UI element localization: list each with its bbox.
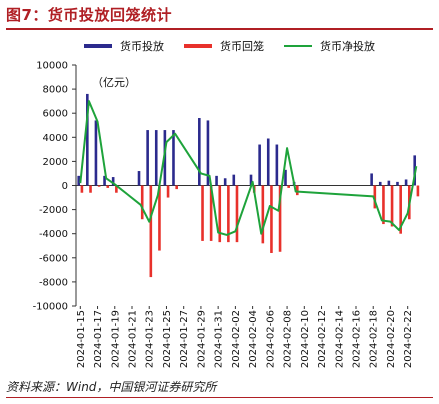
- bar-withdrawal: [416, 185, 420, 197]
- x-tick-label: 2024-01-27: [179, 310, 190, 368]
- bar-injection: [206, 120, 210, 186]
- bar-injection: [258, 144, 261, 186]
- y-tick-label: -6000: [39, 253, 68, 264]
- bar-withdrawal: [261, 185, 265, 244]
- y-tick-label: 6000: [43, 109, 68, 120]
- bar-withdrawal: [201, 185, 204, 241]
- bar-withdrawal: [373, 185, 377, 209]
- bar-withdrawal: [158, 185, 161, 251]
- y-tick-label: 2000: [43, 157, 68, 168]
- x-tick-label: 2024-02-04: [248, 310, 259, 368]
- y-tick-label: 10000: [36, 61, 68, 72]
- x-tick-label: 2024-02-18: [369, 310, 380, 368]
- bar-withdrawal: [278, 185, 282, 252]
- y-tick-label: 0: [62, 181, 68, 192]
- bar-withdrawal: [149, 185, 153, 278]
- x-tick-label: 2024-01-29: [196, 310, 207, 368]
- bar-withdrawal: [390, 185, 394, 227]
- x-tick-label: 2024-02-08: [283, 310, 294, 368]
- bar-injection: [172, 130, 175, 186]
- bar-withdrawal: [270, 185, 273, 253]
- bar-injection: [223, 178, 227, 186]
- bar-injection: [378, 181, 382, 186]
- bar-withdrawal: [175, 185, 178, 190]
- legend-swatch-withdrawal: [184, 44, 212, 48]
- bar-injection: [232, 174, 236, 186]
- bar-withdrawal: [382, 185, 385, 225]
- legend-swatch-injection: [84, 44, 112, 48]
- bar-withdrawal: [218, 185, 222, 243]
- legend-label-net: 货币净投放: [320, 40, 375, 53]
- x-tick-label: 2024-01-25: [162, 310, 173, 368]
- title-underline: [6, 28, 433, 30]
- bar-withdrawal: [166, 185, 170, 198]
- bar-injection: [266, 138, 270, 186]
- bar-injection: [103, 175, 106, 186]
- bar-withdrawal: [235, 185, 239, 243]
- x-tick-label: 2024-02-22: [403, 310, 414, 368]
- bar-withdrawal: [287, 185, 290, 188]
- bottom-rule: [6, 397, 433, 398]
- y-axis-unit-label: （亿元）: [92, 76, 136, 89]
- bar-withdrawal: [106, 185, 110, 188]
- x-tick-label: 2024-02-14: [334, 310, 345, 368]
- y-tick-label: -8000: [39, 277, 68, 288]
- y-tick-label: -2000: [39, 205, 68, 216]
- x-tick-label: 2024-02-12: [317, 310, 328, 368]
- bar-withdrawal: [209, 185, 213, 241]
- bar-injection: [198, 118, 201, 186]
- bar-injection: [249, 174, 253, 186]
- y-tick-label: 8000: [43, 85, 68, 96]
- x-tick-label: 2024-01-31: [214, 310, 225, 368]
- x-tick-label: 2024-01-23: [145, 310, 156, 368]
- bar-withdrawal: [89, 185, 92, 193]
- x-tick-label: 2024-02-16: [352, 310, 363, 368]
- bar-injection: [404, 179, 408, 186]
- bar-injection: [284, 169, 287, 186]
- x-tick-label: 2024-01-19: [110, 310, 121, 368]
- x-tick-label: 2024-01-17: [93, 310, 104, 368]
- bar-injection: [137, 171, 141, 186]
- bar-injection: [387, 180, 391, 186]
- bar-withdrawal: [97, 185, 101, 187]
- y-tick-label: -10000: [33, 302, 68, 313]
- line-net-injection: [79, 100, 418, 236]
- bar-injection: [77, 175, 81, 186]
- x-tick-label: 2024-02-10: [300, 310, 311, 368]
- bar-withdrawal: [115, 185, 118, 193]
- bar-injection: [146, 130, 149, 186]
- x-tick-label: 2024-02-02: [231, 310, 242, 368]
- legend-swatch-net: [284, 45, 312, 47]
- bar-injection: [154, 130, 158, 186]
- bar-withdrawal: [80, 185, 84, 193]
- x-tick-label: 2024-02-20: [386, 310, 397, 368]
- bar-withdrawal: [227, 185, 230, 243]
- legend-item-withdrawal: 货币回笼: [184, 38, 264, 54]
- x-tick-label: 2024-02-06: [265, 310, 276, 368]
- bar-injection: [94, 120, 98, 186]
- bar-injection: [215, 175, 218, 186]
- bar-injection: [396, 181, 399, 186]
- bar-injection: [275, 144, 279, 186]
- bar-injection: [111, 177, 115, 186]
- y-tick-label: -4000: [39, 229, 68, 240]
- x-tick-label: 2024-01-15: [76, 310, 87, 368]
- legend-label-withdrawal: 货币回笼: [220, 40, 264, 53]
- bar-injection: [86, 93, 89, 186]
- legend-label-injection: 货币投放: [120, 40, 164, 53]
- legend-item-injection: 货币投放: [84, 38, 164, 54]
- bar-withdrawal: [140, 185, 144, 220]
- chart-title: 图7：货币投放回笼统计: [6, 6, 172, 24]
- legend-item-net: 货币净投放: [284, 38, 375, 54]
- bar-injection: [370, 173, 373, 186]
- x-tick-label: 2024-01-21: [128, 310, 139, 368]
- y-tick-label: 4000: [43, 133, 68, 144]
- source-note: 资料来源：Wind，中国银河证券研究所: [6, 380, 217, 394]
- bar-withdrawal: [295, 185, 299, 196]
- bar-withdrawal: [399, 185, 402, 234]
